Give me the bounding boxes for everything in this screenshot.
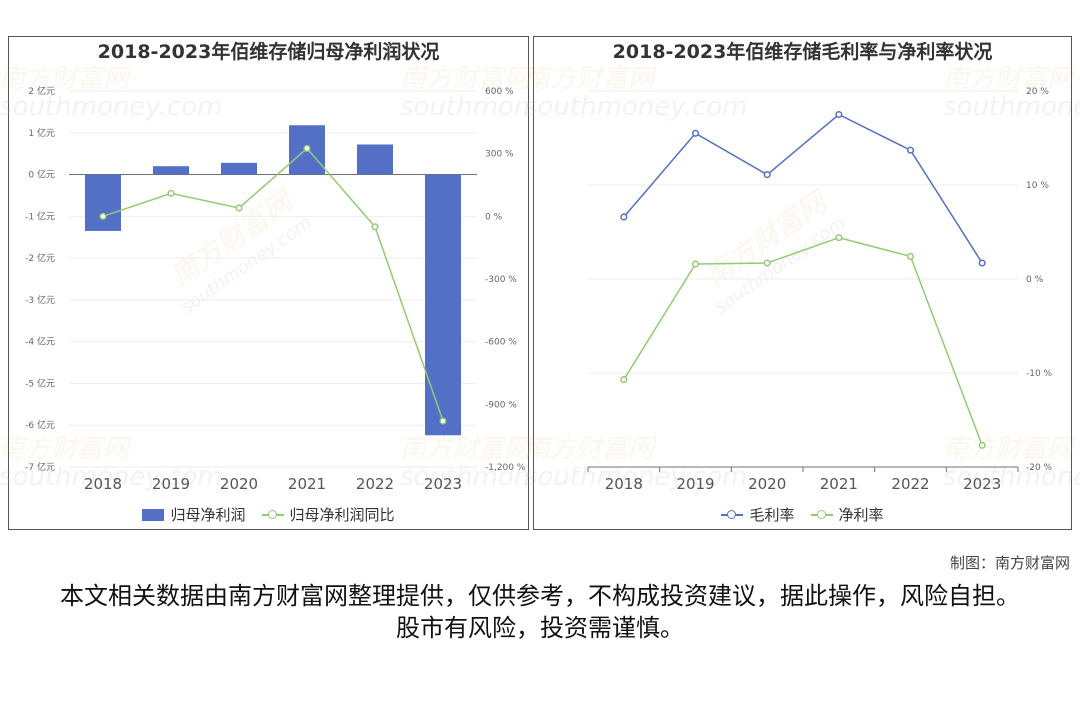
legend-item-gross-margin[interactable]: 毛利率 xyxy=(721,504,795,525)
x-tick-label: 2019 xyxy=(676,475,714,493)
x-tick-label: 2018 xyxy=(605,475,643,493)
y-right-tick-label: 0 % xyxy=(1026,275,1044,285)
point-0-2021 xyxy=(835,110,843,119)
credit-text: 制图：南方财富网 xyxy=(949,554,1070,572)
point-1-2019 xyxy=(691,260,700,268)
legend-label: 归母净利润 xyxy=(170,506,246,524)
watermark-en: southmoney.com xyxy=(943,92,1080,122)
watermark-cn: 南方财富网 xyxy=(524,434,657,464)
y-right-tick-label: -300 % xyxy=(485,275,517,285)
bar-2018 xyxy=(85,174,121,231)
chart-left-svg: 南方财富网southmoney.com南方财富网southmoney.com南方… xyxy=(0,64,623,493)
point-yoy-2021 xyxy=(303,144,311,152)
y-right-tick-label: 300 % xyxy=(485,150,514,160)
legend-swatch-line xyxy=(810,509,833,521)
x-tick-label: 2018 xyxy=(84,475,122,493)
watermark-cn: 南方财富网 xyxy=(943,64,1076,94)
legend-swatch-line xyxy=(261,509,284,521)
point-1-2018 xyxy=(620,376,628,384)
x-tick-label: 2021 xyxy=(820,475,858,493)
point-1-2020 xyxy=(763,259,771,267)
y-left-tick-label: 0 亿元 xyxy=(28,169,55,181)
y-right-tick-label: 10 % xyxy=(1026,181,1049,191)
point-1-2023 xyxy=(978,441,986,449)
y-left-tick-label: 1 亿元 xyxy=(28,127,55,139)
bar-2022 xyxy=(357,144,393,175)
bar-2019 xyxy=(153,166,189,175)
legend-item-net-profit-yoy[interactable]: 归母净利润同比 xyxy=(261,504,395,525)
point-0-2023 xyxy=(978,259,986,267)
chart-panel-left: 2018-2023年佰维存储归母净利润状况 南方财富网 southmoney.co… xyxy=(0,36,623,530)
bar-2020 xyxy=(221,162,257,175)
series-line-yoy xyxy=(102,147,444,422)
y-left-tick-label: -1 亿元 xyxy=(25,210,55,222)
chart-title-left: 2018-2023年佰维存储归母净利润状况 xyxy=(97,41,440,63)
y-right-tick-label: 0 % xyxy=(485,212,503,222)
point-0-2020 xyxy=(763,171,771,179)
disclaimer-text: 本文相关数据由南方财富网整理提供，仅供参考，不构成投资建议，据此操作，风险自担。… xyxy=(60,582,1020,642)
x-tick-label: 2022 xyxy=(356,475,394,493)
watermark-cn: 南方财富网 xyxy=(400,64,533,94)
y-left-tick-label: 2 亿元 xyxy=(28,85,55,97)
x-tick-label: 2020 xyxy=(748,475,786,493)
legend-item-net-profit[interactable]: 归母净利润 xyxy=(142,504,246,525)
point-0-2019 xyxy=(691,129,700,137)
legend-swatch-line xyxy=(721,509,744,521)
watermark-en: southmoney.com xyxy=(0,92,222,122)
watermark-cn: 南方财富网 xyxy=(943,434,1076,464)
point-yoy-2020 xyxy=(235,204,243,212)
y-left-tick-label: -5 亿元 xyxy=(25,377,55,389)
watermark-cn: 南方财富网 xyxy=(524,64,657,94)
bar-2023 xyxy=(425,174,461,436)
y-right-tick-label: -900 % xyxy=(485,400,517,410)
legend-right: 毛利率 净利率 xyxy=(534,504,1071,525)
point-yoy-2019 xyxy=(167,189,175,197)
y-right-tick-label: -10 % xyxy=(1026,369,1053,379)
chart-right-svg: 南方财富网southmoney.com南方财富网southmoney.com南方… xyxy=(524,64,1080,493)
x-tick-label: 2019 xyxy=(152,475,190,493)
y-left-tick-label: -6 亿元 xyxy=(25,419,55,431)
x-tick-label: 2023 xyxy=(424,475,462,493)
point-0-2018 xyxy=(620,213,628,221)
point-yoy-2018 xyxy=(99,212,107,220)
y-right-tick-label: -20 % xyxy=(1026,463,1053,473)
x-tick-label: 2020 xyxy=(220,475,258,493)
point-yoy-2023 xyxy=(439,417,447,425)
legend-label: 净利率 xyxy=(838,506,884,524)
chart-panel-right: 2018-2023年佰维存储毛利率与净利率状况 南方财富网 southmoney.… xyxy=(524,36,1080,530)
legend-label: 归母净利润同比 xyxy=(289,506,395,524)
watermark-en: southmoney.com xyxy=(524,92,747,122)
point-1-2021 xyxy=(835,234,843,242)
watermark-cn: 南方财富网 xyxy=(400,434,533,464)
chart-title-right: 2018-2023年佰维存储毛利率与净利率状况 xyxy=(612,41,993,63)
legend-label: 毛利率 xyxy=(749,506,795,524)
watermark-cn: 南方财富网 xyxy=(0,64,132,94)
x-tick-label: 2023 xyxy=(963,475,1001,493)
x-tick-label: 2021 xyxy=(288,475,326,493)
y-left-tick-label: -2 亿元 xyxy=(25,252,55,264)
y-left-tick-label: -3 亿元 xyxy=(25,294,55,306)
point-0-2022 xyxy=(906,146,915,154)
point-1-2022 xyxy=(906,252,915,260)
y-left-tick-label: -7 亿元 xyxy=(25,461,55,473)
y-left-tick-label: -4 亿元 xyxy=(25,336,55,348)
y-right-tick-label: 20 % xyxy=(1026,87,1049,97)
series-line-1 xyxy=(623,236,983,446)
x-tick-label: 2022 xyxy=(891,475,929,493)
y-right-tick-label: -600 % xyxy=(485,338,517,348)
y-right-tick-label: -1,200 % xyxy=(485,463,526,473)
watermark-cn: 南方财富网 xyxy=(0,434,132,464)
y-right-tick-label: 600 % xyxy=(485,87,514,97)
legend-item-net-margin[interactable]: 净利率 xyxy=(810,504,884,525)
series-line-0 xyxy=(623,113,983,264)
legend-left: 归母净利润 归母净利润同比 xyxy=(9,504,528,525)
legend-swatch-bar xyxy=(142,508,165,521)
point-yoy-2022 xyxy=(371,223,379,231)
